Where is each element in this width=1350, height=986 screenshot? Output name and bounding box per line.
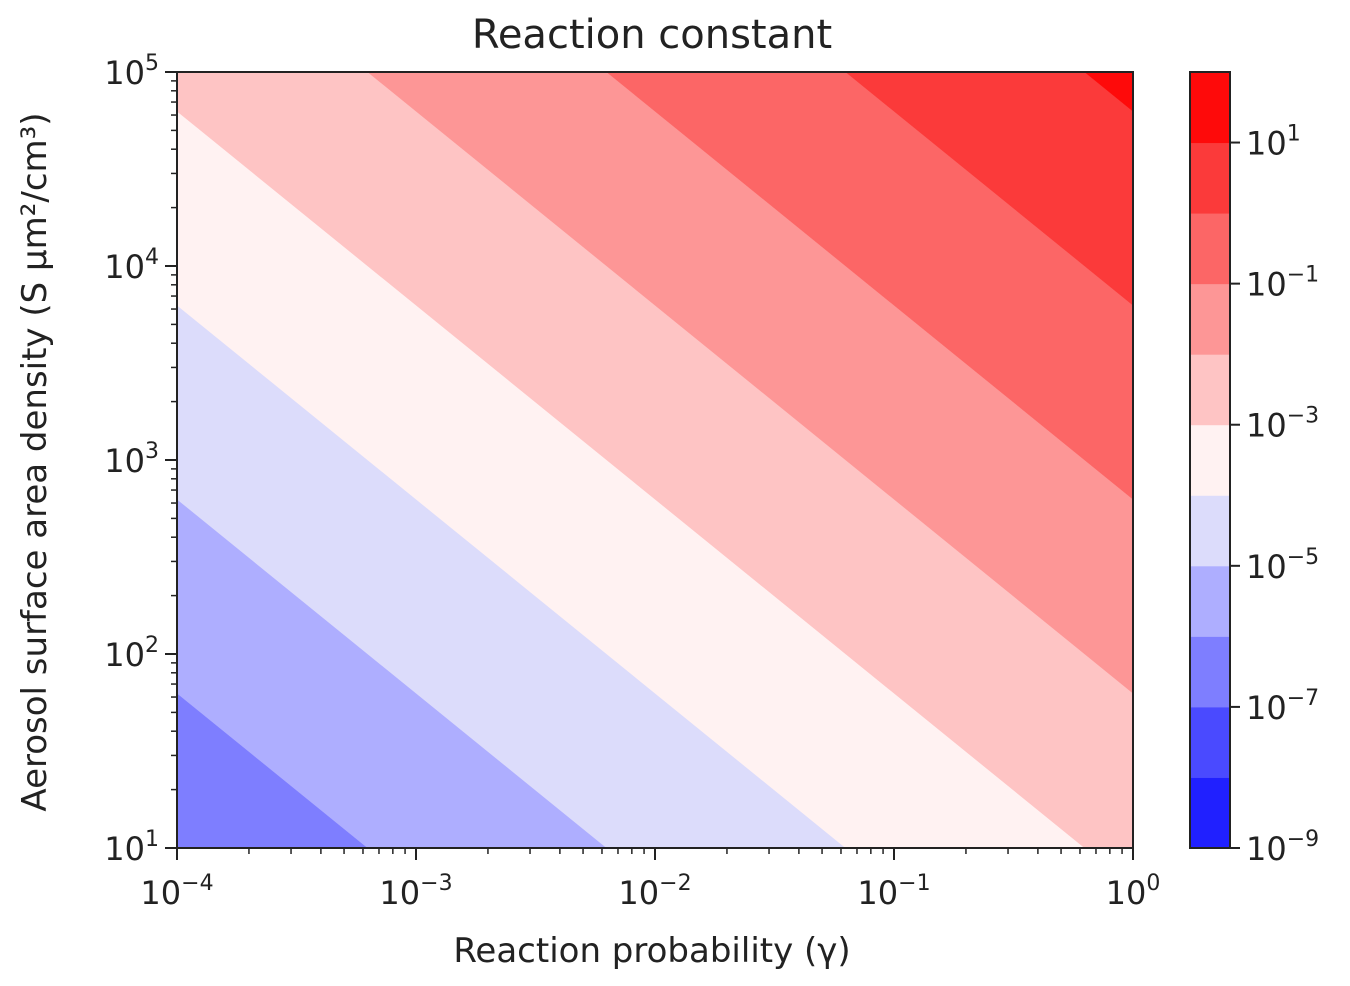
colorbar-segment (1190, 354, 1230, 426)
x-tick-label: 10−4 (140, 871, 213, 912)
colorbar-segment (1190, 706, 1230, 778)
y-minor-ticks (171, 80, 177, 791)
x-tick-label: 10−2 (618, 871, 691, 912)
colorbar-frame (1189, 71, 1231, 849)
x-tick-label: 10−3 (379, 871, 452, 912)
colorbar-tick-label: 10−3 (1246, 404, 1319, 445)
y-axis-ticks: 101 102 103 104 105 (104, 51, 177, 868)
chart-title: Reaction constant (472, 12, 832, 58)
colorbar-tick-label: 10−1 (1246, 263, 1319, 304)
colorbar-segment (1190, 283, 1230, 355)
contour-band (845, 72, 1133, 306)
colorbar-segment (1190, 142, 1230, 214)
x-tick-label: 100 (1106, 871, 1161, 912)
y-tick-label: 102 (104, 633, 159, 674)
colorbar-tick-label: 10−5 (1246, 545, 1319, 586)
contour-band (606, 72, 1133, 500)
colorbar-segment (1190, 777, 1230, 849)
colorbar-tick-label: 10−7 (1246, 686, 1319, 727)
colorbar-segment (1190, 565, 1230, 637)
x-tick-label: 10−1 (857, 871, 930, 912)
contour-fill-area (177, 72, 1133, 848)
colorbar-segment (1190, 636, 1230, 708)
y-tick-label: 103 (104, 439, 159, 480)
y-tick-label: 105 (104, 51, 159, 92)
contour-band (367, 72, 1133, 694)
x-axis-label: Reaction probability (γ) (453, 931, 850, 971)
colorbar-tick-label: 10−9 (1246, 827, 1319, 868)
colorbar-segment (1190, 213, 1230, 285)
colorbar (1190, 72, 1230, 849)
colorbar-segment (1190, 424, 1230, 496)
colorbar-segment (1190, 72, 1230, 144)
colorbar-tick-label: 101 (1246, 122, 1301, 163)
x-minor-ticks (248, 848, 1123, 854)
colorbar-segment (1190, 495, 1230, 567)
y-axis-label: Aerosol surface area density (S μm²/cm³) (15, 112, 55, 811)
y-tick-label: 101 (104, 827, 159, 868)
y-tick-label: 104 (104, 245, 159, 286)
x-axis-ticks: 10−4 10−3 10−2 10−1 100 (140, 848, 1160, 912)
colorbar-ticks: 101 10−1 10−3 10−5 10−7 10−9 (1230, 122, 1319, 868)
contour-band (1084, 72, 1133, 112)
contour-band (177, 72, 1133, 848)
